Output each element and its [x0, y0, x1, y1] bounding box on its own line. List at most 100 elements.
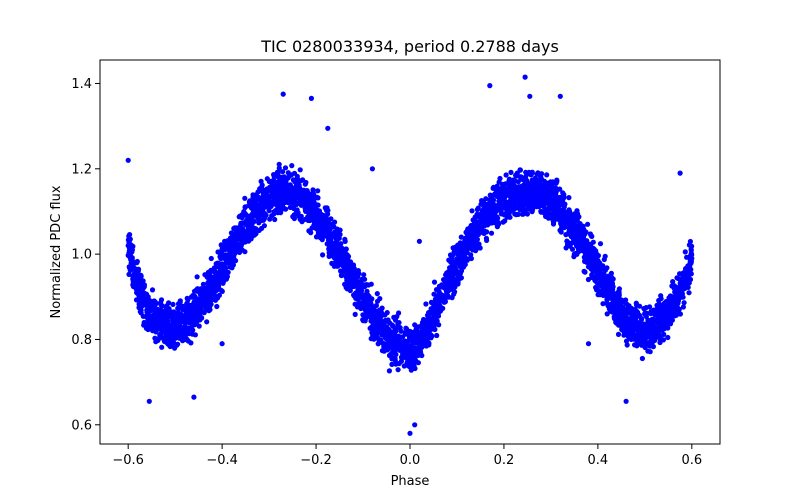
data-point [651, 324, 657, 330]
data-point [469, 208, 475, 214]
data-point [600, 283, 606, 289]
data-point [170, 301, 176, 307]
data-point [642, 328, 648, 334]
data-point [201, 291, 207, 297]
data-point [361, 272, 367, 278]
data-point [242, 204, 248, 210]
data-point [135, 266, 142, 272]
data-point [144, 302, 150, 308]
data-point [153, 309, 160, 315]
data-point [685, 273, 691, 279]
data-point [632, 324, 639, 330]
data-point [539, 202, 545, 208]
data-point [370, 331, 376, 337]
data-point [215, 280, 221, 286]
data-point [468, 252, 474, 258]
data-point [166, 338, 172, 344]
x-tick-label: 0.2 [494, 453, 515, 468]
data-point [376, 337, 382, 343]
data-point [588, 241, 594, 247]
data-point [484, 229, 490, 235]
data-point [647, 349, 653, 355]
data-point [174, 342, 180, 348]
data-point [370, 320, 376, 326]
data-point [368, 281, 374, 287]
data-point [520, 189, 526, 195]
data-point [253, 229, 259, 235]
data-point [463, 243, 469, 249]
data-point [322, 225, 329, 232]
data-point [581, 254, 587, 260]
data-point [225, 269, 231, 275]
x-tick-label: −0.4 [206, 453, 238, 468]
data-point [183, 310, 189, 316]
data-point [431, 279, 438, 285]
data-point [529, 189, 535, 195]
x-tick-label: 0.6 [681, 453, 702, 468]
data-point [483, 220, 489, 226]
data-point [163, 315, 169, 321]
data-point [252, 198, 258, 204]
data-point [145, 326, 151, 333]
data-point [242, 195, 248, 201]
data-point [362, 302, 368, 308]
data-point [207, 294, 213, 300]
data-point [567, 221, 573, 227]
data-point [325, 211, 331, 217]
data-point [485, 216, 491, 222]
outlier-point [416, 238, 422, 244]
data-point [326, 250, 332, 256]
data-point [182, 334, 188, 340]
data-point [155, 337, 161, 343]
data-point [407, 353, 413, 360]
data-point [496, 188, 502, 195]
outlier-point [623, 398, 629, 404]
outlier-point [125, 157, 131, 163]
chart-title: TIC 0280033934, period 0.2788 days [260, 37, 559, 56]
data-point [141, 290, 147, 296]
data-point [391, 349, 397, 355]
data-point [173, 316, 179, 322]
data-point [478, 217, 484, 223]
data-point [285, 187, 291, 193]
data-point [567, 243, 573, 249]
data-point [138, 299, 145, 305]
data-point [665, 317, 671, 323]
data-point [609, 289, 616, 295]
data-point [137, 309, 143, 315]
data-point [596, 259, 602, 266]
data-point [151, 298, 157, 304]
data-point [229, 236, 235, 242]
data-point [431, 314, 437, 320]
data-point [473, 225, 479, 232]
data-point [386, 368, 392, 374]
data-point [289, 184, 295, 191]
y-tick-label: 1.0 [71, 248, 92, 263]
data-point [468, 242, 474, 248]
data-point [503, 172, 509, 178]
data-point [492, 219, 498, 225]
data-point [177, 299, 183, 305]
data-point [269, 187, 275, 193]
data-point [338, 268, 344, 274]
data-point [491, 204, 498, 210]
data-point [494, 214, 500, 220]
data-point [525, 194, 531, 200]
data-point [244, 228, 250, 234]
data-point [296, 178, 302, 184]
data-point [590, 249, 596, 255]
data-point [589, 272, 595, 278]
data-point [595, 253, 602, 259]
data-point [327, 232, 333, 238]
data-point [285, 191, 292, 197]
data-point [313, 213, 319, 219]
data-point [184, 295, 190, 301]
data-point [550, 180, 557, 186]
data-point [395, 367, 401, 373]
data-point [294, 191, 300, 197]
data-point [194, 274, 200, 280]
data-point [181, 319, 188, 325]
data-point [396, 320, 402, 326]
data-point [497, 175, 503, 182]
